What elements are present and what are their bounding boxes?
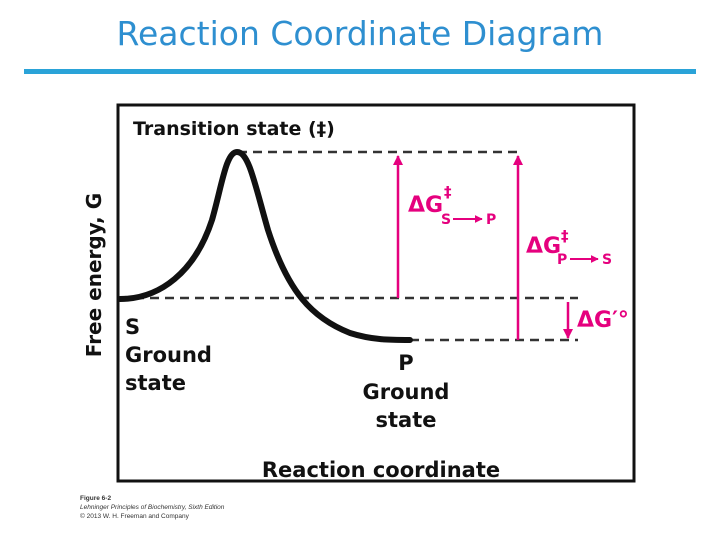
substrate-state-label: state [125, 371, 186, 395]
substrate-letter: S [125, 315, 140, 339]
figure-credit: Figure 6-2 Lehninger Principles of Bioch… [80, 494, 224, 521]
diagram-frame [116, 103, 636, 483]
figure-number: Figure 6-2 [80, 495, 112, 502]
x-axis-label: Reaction coordinate [262, 458, 500, 482]
delta-g-reverse-to: S [602, 252, 612, 268]
book-title: Lehninger Principles of Biochemistry, Si… [80, 504, 225, 511]
delta-g-reverse-label: ΔG ‡ P S [526, 227, 612, 268]
product-ground-label: Ground [363, 380, 450, 404]
energy-curve [117, 148, 413, 343]
copyright: © 2013 W. H. Freeman and Company [80, 513, 189, 520]
delta-g-forward-symbol: ΔG [408, 193, 443, 218]
page-title: Reaction Coordinate Diagram [116, 14, 604, 53]
y-axis-label: Free energy, G [82, 193, 106, 357]
product-letter: P [398, 351, 413, 375]
delta-g-standard-label: ΔG′° [577, 308, 629, 333]
title-divider [24, 69, 696, 74]
delta-g-forward-label: ΔG ‡ S P [408, 183, 496, 228]
product-state-label: state [376, 408, 437, 432]
delta-g-reverse-symbol: ΔG [526, 234, 561, 259]
substrate-ground-label: Ground [125, 343, 212, 367]
transition-state-label: Transition state (‡) [133, 118, 335, 140]
delta-g-forward-to: P [486, 212, 496, 228]
delta-g-forward-sup: ‡ [444, 183, 452, 201]
delta-g-forward-from: S [441, 212, 451, 228]
delta-g-reverse-from: P [557, 252, 567, 268]
delta-g-reverse-sup: ‡ [561, 227, 569, 245]
